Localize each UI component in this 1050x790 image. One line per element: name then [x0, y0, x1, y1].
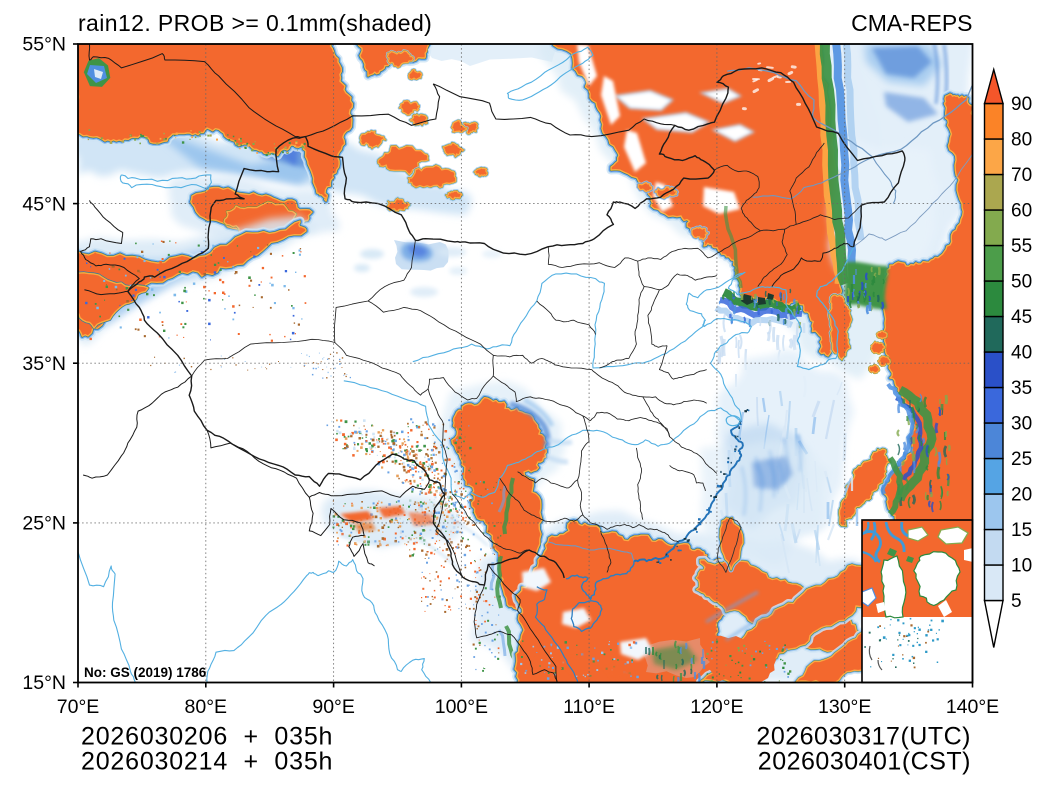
- svg-text:30: 30: [1011, 414, 1032, 435]
- svg-text:20: 20: [1011, 485, 1032, 506]
- svg-text:2026030317(UTC): 2026030317(UTC): [756, 723, 971, 751]
- svg-text:2026030206 + 035h: 2026030206 + 035h: [81, 723, 333, 751]
- svg-text:50: 50: [1011, 272, 1032, 293]
- svg-text:80: 80: [1011, 130, 1032, 151]
- svg-text:140°E: 140°E: [946, 696, 999, 718]
- svg-text:5: 5: [1011, 591, 1022, 612]
- svg-text:2026030401(CST): 2026030401(CST): [758, 748, 971, 776]
- svg-text:80°E: 80°E: [185, 696, 228, 718]
- svg-text:120°E: 120°E: [690, 696, 743, 718]
- svg-text:15: 15: [1011, 520, 1032, 541]
- svg-text:25°N: 25°N: [22, 513, 66, 535]
- svg-text:10: 10: [1011, 556, 1032, 577]
- svg-text:2026030214 + 035h: 2026030214 + 035h: [81, 748, 333, 776]
- svg-text:90: 90: [1011, 94, 1032, 115]
- svg-text:70: 70: [1011, 165, 1032, 186]
- svg-text:40: 40: [1011, 343, 1032, 364]
- svg-text:15°N: 15°N: [22, 672, 66, 694]
- svg-text:CMA-REPS: CMA-REPS: [851, 10, 972, 36]
- svg-text:70°E: 70°E: [57, 696, 100, 718]
- svg-text:35°N: 35°N: [22, 353, 66, 375]
- svg-text:25: 25: [1011, 449, 1032, 470]
- svg-text:90°E: 90°E: [312, 696, 355, 718]
- svg-text:55: 55: [1011, 236, 1032, 257]
- svg-text:35: 35: [1011, 378, 1032, 399]
- svg-text:100°E: 100°E: [435, 696, 488, 718]
- svg-text:No: GS (2019) 1786: No: GS (2019) 1786: [84, 665, 207, 680]
- svg-text:60: 60: [1011, 201, 1032, 222]
- svg-text:130°E: 130°E: [818, 696, 871, 718]
- svg-text:45°N: 45°N: [22, 193, 66, 215]
- svg-text:55°N: 55°N: [22, 34, 66, 56]
- svg-text:110°E: 110°E: [563, 696, 615, 718]
- svg-text:rain12. PROB >= 0.1mm(shaded): rain12. PROB >= 0.1mm(shaded): [78, 10, 432, 36]
- svg-text:45: 45: [1011, 307, 1032, 328]
